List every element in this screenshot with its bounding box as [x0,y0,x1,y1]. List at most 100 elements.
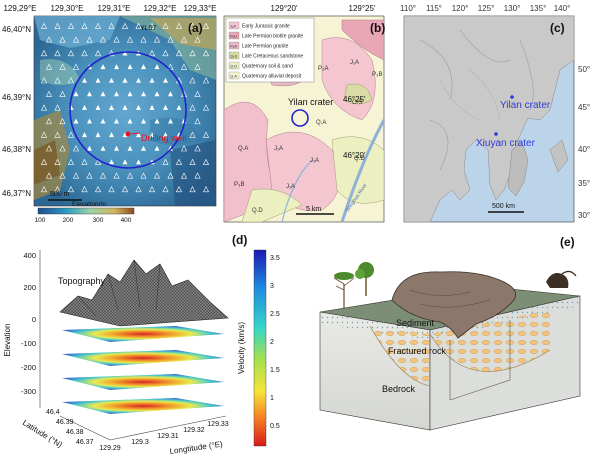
station-marker [114,145,119,151]
legend-text: Quaternary alluvial deposit [242,74,302,80]
fractured-zone-front [370,326,430,386]
velocity-slice [62,374,224,390]
legend-swatch [228,71,240,80]
colorbar-title: Elevation/m [72,201,106,208]
station-marker [136,104,141,110]
station-marker [189,77,196,84]
legend-entry: Q.A Quaternary alluvial deposit [228,71,302,80]
colorbar-tick: 200 [63,217,74,224]
tick-labels-right: 50° 45° 40° 35° 30° [578,65,590,220]
bedrock-label: Bedrock [382,384,416,394]
tick-label: 115° [426,4,442,13]
sediment-label: Sediment [396,318,435,328]
station-marker [127,145,133,151]
tick-label: 129,32°E [143,4,176,13]
legend-entry: Q.D Quaternary soil & sand [228,61,293,70]
station-marker [148,49,156,57]
colorbar-tick: 100 [35,217,46,224]
station-marker [67,158,75,165]
tick-label: 129,33°E [183,4,216,13]
colorbar-tick: 0.5 [270,423,280,430]
station-marker [202,104,210,111]
station-marker [94,22,102,29]
station-marker [136,77,141,83]
station-marker [67,77,75,84]
station-marker [54,104,61,111]
tick-label: 129.33 [207,421,229,428]
tick-label: 45° [578,103,590,112]
station-marker [175,49,183,57]
elevation-colorbar: Elevation/m 100 200 300 400 [35,201,135,224]
map-code: J₁A [350,60,359,66]
station-marker [54,158,61,165]
colorbar-tick: 1.5 [270,367,280,374]
station-marker [59,90,66,97]
drilling-well-marker [125,131,131,137]
colorbar-tick: 3 [270,283,274,290]
legend-swatch [228,61,240,70]
map-code: J₁A [274,146,283,152]
fractured-rock-label: Fractured rock [388,346,447,356]
legend-swatch [228,41,240,50]
station-marker [149,104,155,110]
colorbar-tick: 400 [121,217,132,224]
scale-bar: 5 km [296,206,334,215]
station-marker [82,132,87,138]
topography-surface [59,259,229,327]
legend-entry: Q₁S Late Cretaceous sandstone [228,51,303,60]
tick-label: 129,30°E [50,4,83,13]
tick-label: 46,39°N [2,93,31,102]
station-marker [40,104,48,111]
station-marker [114,64,119,70]
velocity-slice [62,350,224,366]
station-marker [175,22,183,29]
panel-a-seismic-array-map: 129,29°E 129,30°E 129,31°E 129,32°E 129,… [0,0,220,228]
colorbar-tick: 2 [270,339,274,346]
tick-label: 125° [478,4,495,13]
legend-text: Quaternary soil & sand [242,64,293,70]
tick-labels-left: 46,40°N 46,39°N 46,38°N 46,37°N [2,25,31,198]
latitude-axis: 46.4 46.39 46.38 46.37 Latitude (°N) [21,409,111,450]
station-marker [40,49,48,57]
station-marker [45,117,53,125]
tick-label: 35° [578,179,590,188]
map-unit-codes: P₃A J₁A CrS P₃B Q.A J₁A Q.A Q.D J₁A P₃B … [234,60,382,214]
tick-label: 130° [504,4,521,13]
legend-text: Late Cretaceous sandstone [242,54,303,60]
station-marker [86,172,93,179]
station-marker [67,22,75,29]
station-marker [163,77,168,83]
station-marker [54,131,61,138]
station-marker [121,22,129,29]
tick-label: 0 [32,315,36,324]
legend-code: Q.A [230,74,237,79]
panel-e-crater-block-diagram: (e) Sediment Fractured rock Bedrock [300,230,600,456]
station-marker [95,104,101,110]
station-marker [81,22,88,29]
station-marker [127,64,133,70]
station-marker [72,36,80,43]
station-marker [162,22,169,29]
colorbar-label: Velocity (km/s) [237,322,246,374]
scale-label: 5 km [306,206,321,213]
map-code: CrS [352,100,362,106]
station-marker [40,185,48,193]
station-marker [189,158,196,165]
legend-code: Q.D [230,64,237,69]
tick-label: -300 [21,387,36,396]
station-marker [194,117,201,125]
station-marker [114,118,119,124]
panel-letter: (c) [550,21,565,35]
station-marker [154,145,160,151]
station-marker [149,132,155,138]
station-marker [108,22,115,29]
station-marker [67,185,75,193]
station-marker [40,158,48,165]
tick-label: 40° [578,145,590,154]
yilan-crater-outline [291,109,309,127]
tick-label: 135° [530,4,547,13]
station-marker [162,158,169,165]
tick-label: 129,29°E [3,4,36,13]
axis-label: Longtitude (°E) [169,440,224,456]
vertical-axis: 400 200 0 -100 -200 -300 Elevation [3,250,41,408]
